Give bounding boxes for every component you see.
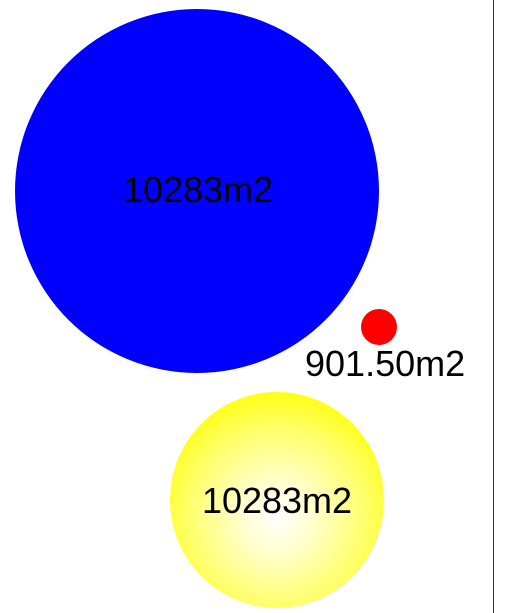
blue-circle-label: 10283m2	[122, 169, 274, 210]
red-circle-label: 901.50m2	[305, 343, 466, 384]
blue-circle: 10283m2	[15, 9, 379, 373]
yellow-circle: 10283m2	[170, 392, 384, 608]
red-circle	[361, 309, 397, 345]
yellow-circle-label: 10283m2	[201, 480, 353, 521]
vertical-divider	[493, 0, 494, 613]
